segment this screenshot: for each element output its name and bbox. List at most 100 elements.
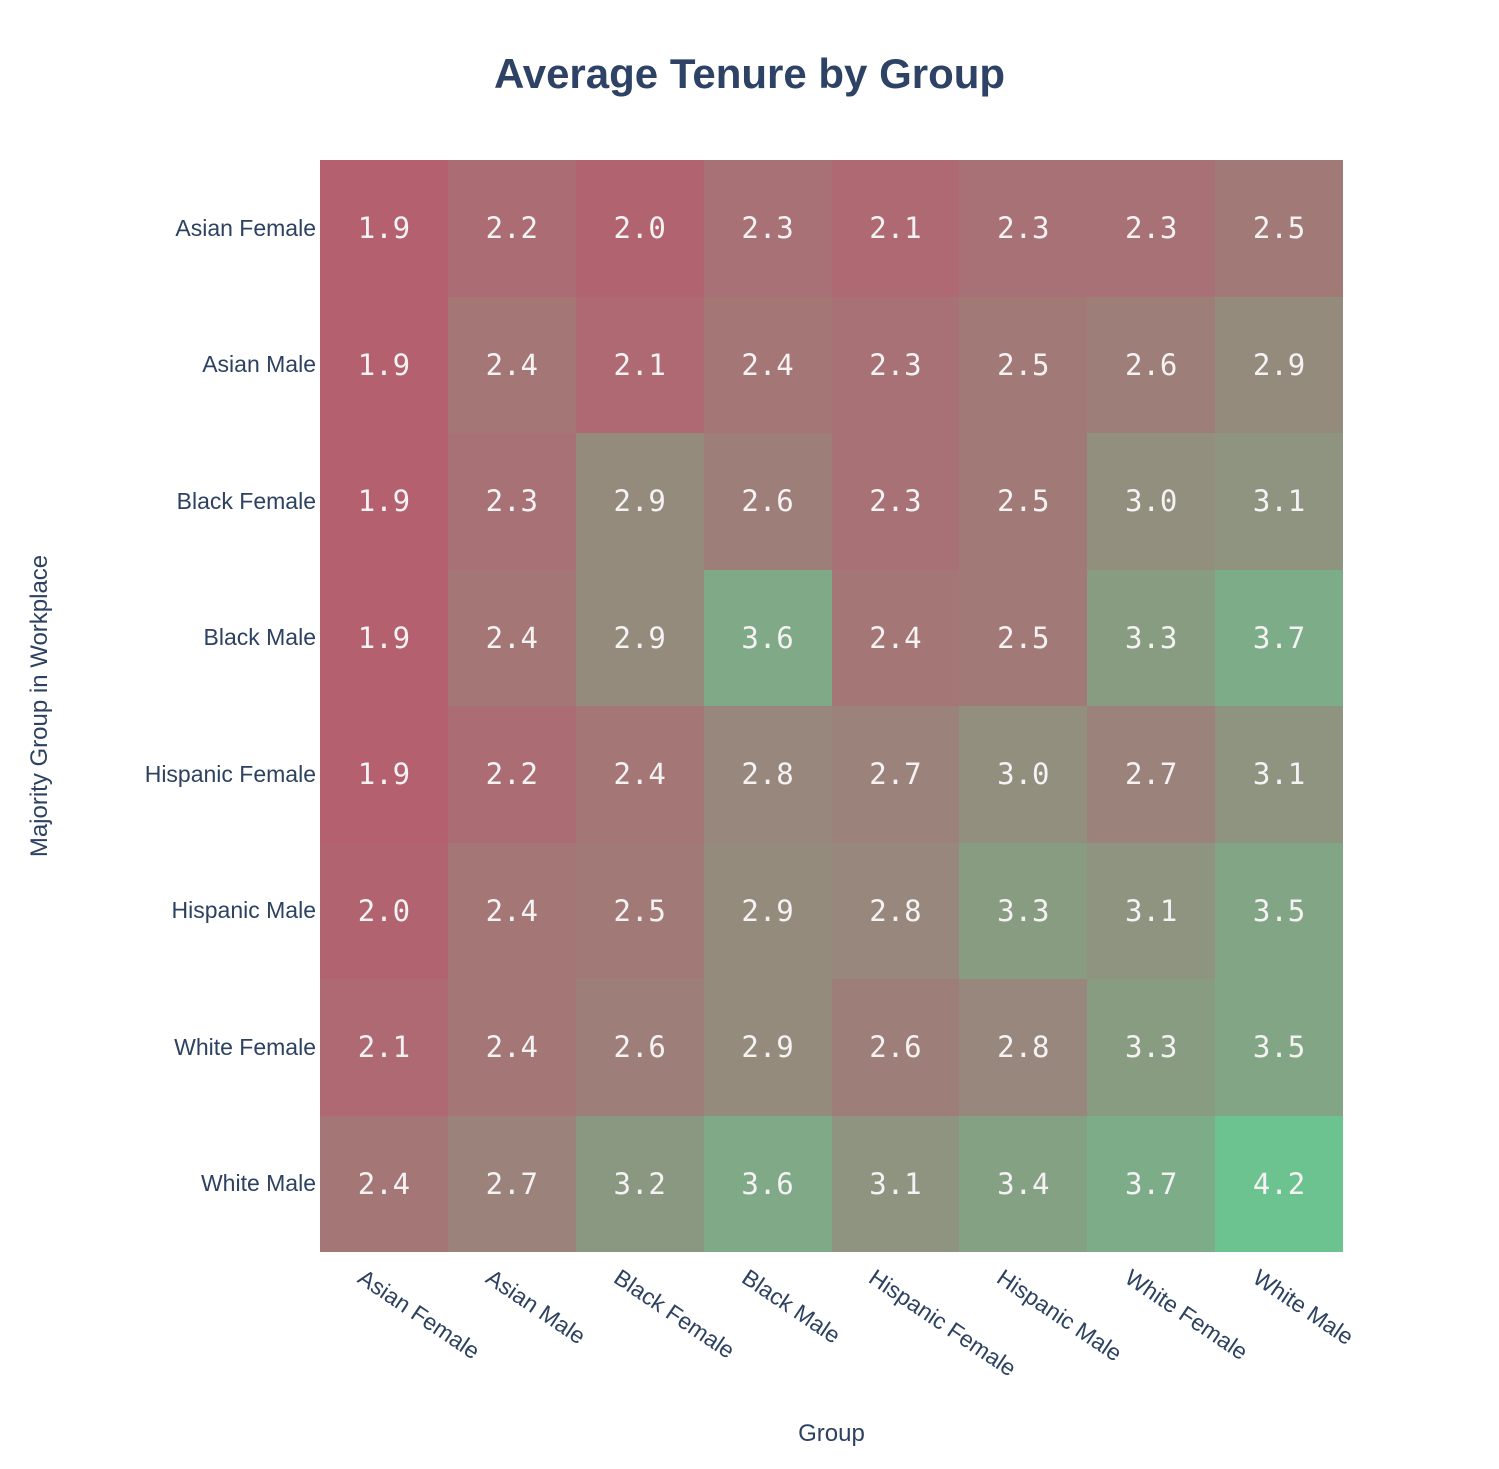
cell-value: 2.4 xyxy=(485,893,538,928)
heatmap-cell-asian-female-white-female[interactable]: 2.3 xyxy=(1087,160,1216,297)
heatmap-cell-hispanic-male-white-male[interactable]: 3.5 xyxy=(1215,842,1343,979)
y-tick-label-hispanic-female: Hispanic Female xyxy=(144,760,316,787)
heatmap-cell-black-female-black-female[interactable]: 2.9 xyxy=(575,433,704,570)
heatmap-cell-hispanic-female-hispanic-female[interactable]: 2.7 xyxy=(831,706,960,843)
cell-value: 3.0 xyxy=(1124,484,1178,519)
heatmap-cell-black-female-asian-female[interactable]: 1.9 xyxy=(320,433,448,570)
heatmap-cell-black-male-white-male[interactable]: 3.7 xyxy=(1215,569,1343,706)
heatmap-cell-asian-female-hispanic-male[interactable]: 2.3 xyxy=(959,160,1088,297)
cell-value: 2.5 xyxy=(1252,211,1306,246)
heatmap-cell-hispanic-female-white-male[interactable]: 3.1 xyxy=(1215,706,1343,843)
heatmap-cell-black-female-hispanic-female[interactable]: 2.3 xyxy=(831,433,960,570)
heatmap-cell-asian-male-white-female[interactable]: 2.6 xyxy=(1087,296,1216,433)
heatmap-cell-asian-female-white-male[interactable]: 2.5 xyxy=(1215,160,1343,297)
cell-value: 2.1 xyxy=(357,1030,411,1065)
heatmap-cell-asian-male-hispanic-male[interactable]: 2.5 xyxy=(959,296,1088,433)
heatmap-cell-white-female-asian-male[interactable]: 2.4 xyxy=(447,979,576,1116)
heatmap-cell-white-male-asian-male[interactable]: 2.7 xyxy=(447,1115,576,1252)
heatmap-cell-hispanic-female-asian-female[interactable]: 1.9 xyxy=(320,706,448,843)
heatmap-cell-hispanic-male-black-male[interactable]: 2.9 xyxy=(703,842,832,979)
heatmap-cell-black-male-black-male[interactable]: 3.6 xyxy=(703,569,832,706)
heatmap-cell-white-female-black-female[interactable]: 2.6 xyxy=(575,979,704,1116)
heatmap-cell-white-female-hispanic-female[interactable]: 2.6 xyxy=(831,979,960,1116)
heatmap-cell-white-male-white-male[interactable]: 4.2 xyxy=(1215,1115,1343,1252)
heatmap-cell-white-female-asian-female[interactable]: 2.1 xyxy=(320,979,448,1116)
heatmap-cell-white-male-hispanic-female[interactable]: 3.1 xyxy=(831,1115,960,1252)
heatmap-cell-asian-male-hispanic-female[interactable]: 2.3 xyxy=(831,296,960,433)
cell-value: 3.1 xyxy=(1124,893,1178,928)
heatmap-cell-white-female-hispanic-male[interactable]: 2.8 xyxy=(959,979,1088,1116)
heatmap-cell-black-male-hispanic-female[interactable]: 2.4 xyxy=(831,569,960,706)
heatmap-cell-asian-male-asian-female[interactable]: 1.9 xyxy=(320,296,448,433)
y-axis-ticks: Asian Female Asian Male Black Female Black … xyxy=(0,160,316,1252)
heatmap-cell-hispanic-female-white-female[interactable]: 2.7 xyxy=(1087,706,1216,843)
cell-value: 3.0 xyxy=(997,757,1050,792)
x-tick-label-white-female: White Female xyxy=(1120,1264,1253,1365)
heatmap-cell-black-male-white-female[interactable]: 3.3 xyxy=(1087,569,1216,706)
cell-value: 2.3 xyxy=(869,347,922,382)
heatmap-cell-white-female-white-male[interactable]: 3.5 xyxy=(1215,979,1343,1116)
cell-value: 2.7 xyxy=(1124,757,1178,792)
cell-value: 3.4 xyxy=(997,1166,1050,1201)
heatmap-cell-black-male-black-female[interactable]: 2.9 xyxy=(575,569,704,706)
cell-value: 2.8 xyxy=(997,1030,1050,1065)
heatmap-cell-asian-male-black-male[interactable]: 2.4 xyxy=(703,296,832,433)
heatmap-cell-hispanic-male-hispanic-male[interactable]: 3.3 xyxy=(959,842,1088,979)
heatmap-cell-asian-female-black-female[interactable]: 2.0 xyxy=(575,160,704,297)
heatmap-cell-asian-male-asian-male[interactable]: 2.4 xyxy=(447,296,576,433)
cell-value: 1.9 xyxy=(357,484,411,519)
heatmap-cell-black-male-asian-male[interactable]: 2.4 xyxy=(447,569,576,706)
heatmap-cell-asian-female-black-male[interactable]: 2.3 xyxy=(703,160,832,297)
cell-value: 1.9 xyxy=(357,757,411,792)
heatmap-cell-hispanic-female-black-female[interactable]: 2.4 xyxy=(575,706,704,843)
heatmap-cell-black-female-black-male[interactable]: 2.6 xyxy=(703,433,832,570)
heatmap-cell-asian-male-white-male[interactable]: 2.9 xyxy=(1215,296,1343,433)
heatmap-cell-black-female-white-male[interactable]: 3.1 xyxy=(1215,433,1343,570)
y-tick-label-asian-female: Asian Female xyxy=(175,214,316,241)
heatmap-cell-white-male-hispanic-male[interactable]: 3.4 xyxy=(959,1115,1088,1252)
heatmap-cell-black-female-asian-male[interactable]: 2.3 xyxy=(447,433,576,570)
cell-value: 2.1 xyxy=(613,347,666,382)
heatmap-cell-white-male-asian-female[interactable]: 2.4 xyxy=(320,1115,448,1252)
heatmap-cell-asian-female-asian-male[interactable]: 2.2 xyxy=(447,160,576,297)
heatmap-cell-asian-female-asian-female[interactable]: 1.9 xyxy=(320,160,448,297)
x-tick-label-black-male: Black Male xyxy=(737,1264,845,1349)
cell-value: 2.4 xyxy=(741,347,794,382)
cell-value: 2.9 xyxy=(613,484,666,519)
heatmap-cell-hispanic-female-asian-male[interactable]: 2.2 xyxy=(447,706,576,843)
heatmap-cell-asian-male-black-female[interactable]: 2.1 xyxy=(575,296,704,433)
heatmap-cell-black-male-hispanic-male[interactable]: 2.5 xyxy=(959,569,1088,706)
heatmap-cell-white-male-black-female[interactable]: 3.2 xyxy=(575,1115,704,1252)
cell-value: 3.6 xyxy=(741,620,794,655)
cell-value: 2.4 xyxy=(357,1166,411,1201)
heatmap-cell-white-male-black-male[interactable]: 3.6 xyxy=(703,1115,832,1252)
heatmap-cell-asian-female-hispanic-female[interactable]: 2.1 xyxy=(831,160,960,297)
heatmap-cell-hispanic-male-asian-female[interactable]: 2.0 xyxy=(320,842,448,979)
x-tick-label-hispanic-male: Hispanic Male xyxy=(992,1264,1128,1367)
x-tick-label-asian-male: Asian Male xyxy=(481,1264,591,1350)
cell-value: 2.3 xyxy=(869,484,922,519)
heatmap-cell-hispanic-male-hispanic-female[interactable]: 2.8 xyxy=(831,842,960,979)
heatmap-cell-hispanic-female-hispanic-male[interactable]: 3.0 xyxy=(959,706,1088,843)
heatmap-cell-white-female-white-female[interactable]: 3.3 xyxy=(1087,979,1216,1116)
heatmap-cell-white-female-black-male[interactable]: 2.9 xyxy=(703,979,832,1116)
cell-value: 4.2 xyxy=(1252,1166,1306,1201)
heatmap-cell-hispanic-female-black-male[interactable]: 2.8 xyxy=(703,706,832,843)
heatmap-cell-black-male-asian-female[interactable]: 1.9 xyxy=(320,569,448,706)
x-axis-title: Group xyxy=(798,1420,865,1447)
cell-value: 3.5 xyxy=(1252,1030,1306,1065)
cell-value: 2.6 xyxy=(741,484,794,519)
heatmap-cell-hispanic-male-white-female[interactable]: 3.1 xyxy=(1087,842,1216,979)
heatmap-cell-black-female-white-female[interactable]: 3.0 xyxy=(1087,433,1216,570)
cell-value: 2.5 xyxy=(997,347,1050,382)
heatmap-cell-black-female-hispanic-male[interactable]: 2.5 xyxy=(959,433,1088,570)
cell-value: 2.1 xyxy=(869,211,922,246)
heatmap-cell-hispanic-male-black-female[interactable]: 2.5 xyxy=(575,842,704,979)
cell-value: 3.3 xyxy=(1124,620,1178,655)
heatmap-cell-hispanic-male-asian-male[interactable]: 2.4 xyxy=(447,842,576,979)
cell-value: 3.6 xyxy=(741,1166,794,1201)
y-axis-title: Majority Group in Workplace xyxy=(26,554,53,858)
cell-value: 2.2 xyxy=(485,211,538,246)
cell-value: 3.1 xyxy=(1252,757,1306,792)
heatmap-cell-white-male-white-female[interactable]: 3.7 xyxy=(1087,1115,1216,1252)
